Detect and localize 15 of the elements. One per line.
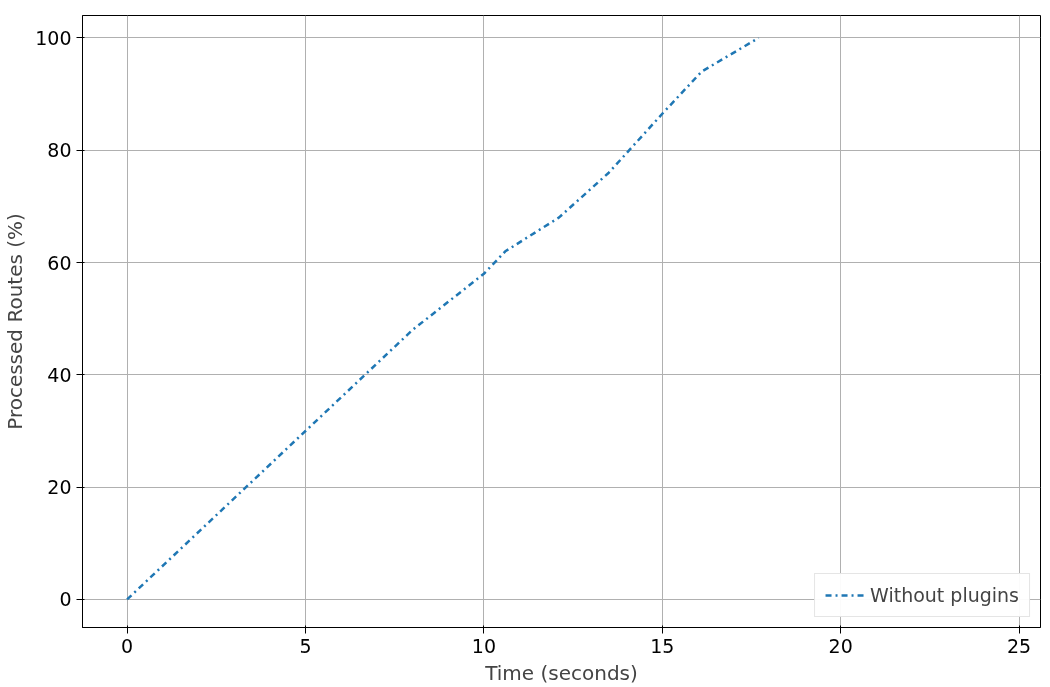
x-tick-label: 20 (828, 634, 853, 657)
x-axis-title: Time (seconds) (484, 660, 638, 685)
x-tick-label: 10 (471, 634, 496, 657)
y-tick-label: 80 (47, 139, 72, 162)
y-tick-label: 100 (35, 26, 72, 49)
x-tick-label: 25 (1007, 634, 1032, 657)
x-tick-label: 5 (299, 634, 312, 657)
x-tick-label: 15 (650, 634, 675, 657)
y-tick-label: 60 (47, 251, 72, 274)
y-tick-label: 20 (47, 476, 72, 499)
x-tick-label: 0 (121, 634, 134, 657)
legend-label: Without plugins (870, 584, 1019, 606)
y-tick-label: 40 (47, 363, 72, 386)
y-axis-title: Processed Routes (%) (3, 213, 28, 430)
y-tick-label: 0 (59, 588, 72, 611)
